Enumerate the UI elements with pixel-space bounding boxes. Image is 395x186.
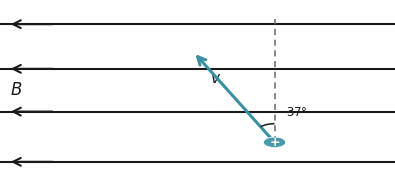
Text: $B$: $B$ <box>9 82 22 99</box>
Text: +: + <box>269 136 280 149</box>
Text: $37°$: $37°$ <box>286 106 308 119</box>
Circle shape <box>263 137 286 147</box>
Text: $v$: $v$ <box>210 72 221 86</box>
